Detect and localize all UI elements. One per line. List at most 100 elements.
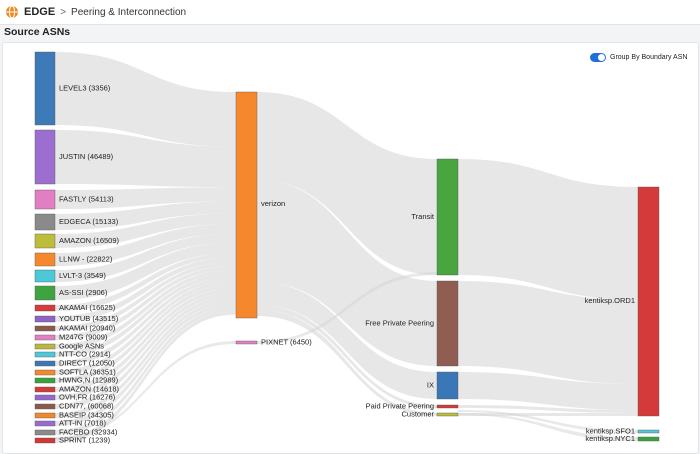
toggle-switch[interactable] [590, 53, 606, 62]
source-node-direct-12050[interactable] [34, 360, 56, 367]
link-att-in-7018-to-verizon [55, 303, 236, 426]
node-pixnet[interactable] [235, 340, 258, 345]
breadcrumb-chevron-icon: > [60, 6, 67, 18]
source-label-edgeca-15133: EDGECA (15133) [59, 217, 119, 226]
source-node-ntt-co-2914[interactable] [34, 351, 56, 358]
source-node-facebo-32934[interactable] [34, 429, 56, 436]
section-title: Source ASNs [4, 26, 71, 38]
site-node-kentiksp-sfo1[interactable] [637, 429, 660, 434]
breadcrumb[interactable]: Peering & Interconnection [71, 6, 187, 18]
link-to-sfo1 [458, 410, 638, 433]
link-fastly-54113-to-verizon [55, 187, 236, 209]
connectivity-label-customer: Customer [401, 409, 434, 418]
source-label-akamai-16625: AKAMAI (16625) [59, 303, 116, 312]
source-node-ovh-fr-16276[interactable] [34, 394, 56, 401]
sankey-labels: LEVEL3 (3356) JUSTIN (46489) FASTLY (54113… [59, 83, 635, 444]
link-transit-to-ord1 [458, 159, 638, 300]
sankey-links [55, 52, 638, 443]
source-label-amazon-14618: AMAZON (14618) [59, 384, 120, 393]
source-node-amazon-14618[interactable] [34, 386, 56, 393]
connectivity-node-transit[interactable] [436, 158, 459, 276]
group-by-boundary-asn-toggle[interactable]: Group By Boundary ASN [590, 53, 687, 62]
source-label-llnw-22822: LLNW - (22822) [59, 254, 113, 263]
source-node-baseip-34305[interactable] [34, 412, 56, 419]
source-label-att-in-7018: ATT-IN (7018) [59, 418, 106, 427]
site-label-kentiksp-sfo1: kentiksp.SFO1 [586, 426, 635, 435]
link-softla-36351-to-verizon [55, 280, 236, 375]
source-node-google-asns[interactable] [34, 343, 56, 350]
connectivity-label-free-private-peering: Free Private Peering [365, 318, 434, 327]
source-node-fastly-54113[interactable] [34, 189, 56, 210]
source-node-amazon-16509[interactable] [34, 233, 56, 249]
connectivity-node-ix[interactable] [436, 371, 459, 400]
link-sprint-1239-to-verizon [55, 310, 236, 443]
link-ntt-co-2914-to-verizon [55, 273, 236, 357]
source-label-facebo-32934: FACEBO (32934) [59, 427, 118, 436]
source-label-hwng-n-12989: HWNG,N (12989) [59, 375, 119, 384]
connectivity-label-paid-private-peering: Paid Private Peering [366, 401, 434, 410]
link-lvlt-3-3549-to-verizon [55, 233, 236, 282]
source-node-akamai-20940[interactable] [34, 325, 56, 332]
source-node-m247g-9009[interactable] [34, 334, 56, 341]
link-cdn77-60068-to-verizon [55, 295, 236, 409]
source-node-justin-46489[interactable] [34, 129, 56, 185]
source-node-as-ssi-2906[interactable] [34, 285, 56, 301]
source-node-akamai-16625[interactable] [34, 304, 56, 312]
label-pixnet: PIXNET (6450) [261, 337, 312, 346]
site-node-kentiksp-nyc1[interactable] [637, 436, 660, 442]
source-label-sprint-1239: SPRINT (1239) [59, 435, 111, 444]
connectivity-node-customer[interactable] [436, 412, 459, 417]
top-bar: EDGE > Peering & Interconnection [0, 0, 700, 25]
source-node-lvlt-3-3549[interactable] [34, 269, 56, 283]
source-node-level3-3356[interactable] [34, 51, 56, 126]
source-label-cdn77-60068: CDN77, (60068) [59, 401, 114, 410]
link-verizon-to-ix [257, 282, 437, 399]
source-label-ntt-co-2914: NTT-CO (2914) [59, 349, 111, 358]
site-label-kentiksp-ord1: kentiksp.ORD1 [585, 296, 635, 305]
globe-icon[interactable] [5, 5, 19, 19]
source-node-softla-36351[interactable] [34, 369, 56, 376]
link-akamai-20940-to-verizon [55, 262, 236, 331]
link-free-private-peering-to-ord1 [458, 281, 638, 384]
link-google-asns-to-verizon [55, 269, 236, 349]
source-label-justin-46489: JUSTIN (46489) [59, 152, 114, 161]
connectivity-node-free-private-peering[interactable] [436, 280, 459, 367]
source-label-as-ssi-2906: AS-SSI (2906) [59, 288, 108, 297]
link-baseip-34305-to-verizon [55, 299, 236, 418]
link-verizon-to-paid-private-peering [257, 305, 437, 408]
connectivity-node-paid-private-peering[interactable] [436, 404, 459, 409]
link-paid-private-peering-to-ord1 [458, 405, 638, 413]
sankey-nodes [34, 51, 660, 444]
source-label-m247g-9009: M247G (9009) [59, 332, 108, 341]
connectivity-label-transit: Transit [411, 212, 435, 221]
source-label-ovh-fr-16276: OVH,FR (16276) [59, 392, 116, 401]
link-direct-12050-to-verizon [55, 277, 236, 366]
link-akamai-16625-to-verizon [55, 253, 236, 311]
link-verizon-to-customer [257, 310, 437, 416]
source-node-edgeca-15133[interactable] [34, 213, 56, 231]
source-node-cdn77-60068[interactable] [34, 403, 56, 410]
app-name[interactable]: EDGE [24, 6, 56, 18]
link-ix-to-ord1 [458, 372, 638, 410]
source-label-google-asns: Google ASNs [59, 341, 104, 350]
source-node-youtub-43515[interactable] [34, 315, 56, 323]
site-label-kentiksp-nyc1: kentiksp.NYC1 [585, 434, 635, 443]
source-label-lvlt-3-3549: LVLT-3 (3549) [59, 271, 106, 280]
source-node-hwng-n-12989[interactable] [34, 377, 56, 384]
link-pixnet-to-transit [257, 272, 437, 344]
toggle-label: Group By Boundary ASN [610, 54, 688, 61]
link-to-nyc1 [458, 413, 638, 441]
node-verizon[interactable] [235, 91, 258, 319]
source-node-sprint-1239[interactable] [34, 437, 56, 444]
link-verizon-to-free-private-peering [257, 180, 437, 366]
link-to-pixnet [55, 341, 236, 440]
link-edgeca-15133-to-verizon [55, 201, 236, 230]
link-llnw-22822-to-verizon [55, 223, 236, 266]
source-label-baseip-34305: BASEIP (34305) [59, 410, 114, 419]
source-label-softla-36351: SOFTLA (36351) [59, 367, 116, 376]
source-node-llnw-22822[interactable] [34, 252, 56, 267]
site-node-kentiksp-ord1[interactable] [637, 186, 660, 417]
source-node-att-in-7018[interactable] [34, 420, 56, 427]
link-amazon-16509-to-verizon [55, 213, 236, 248]
